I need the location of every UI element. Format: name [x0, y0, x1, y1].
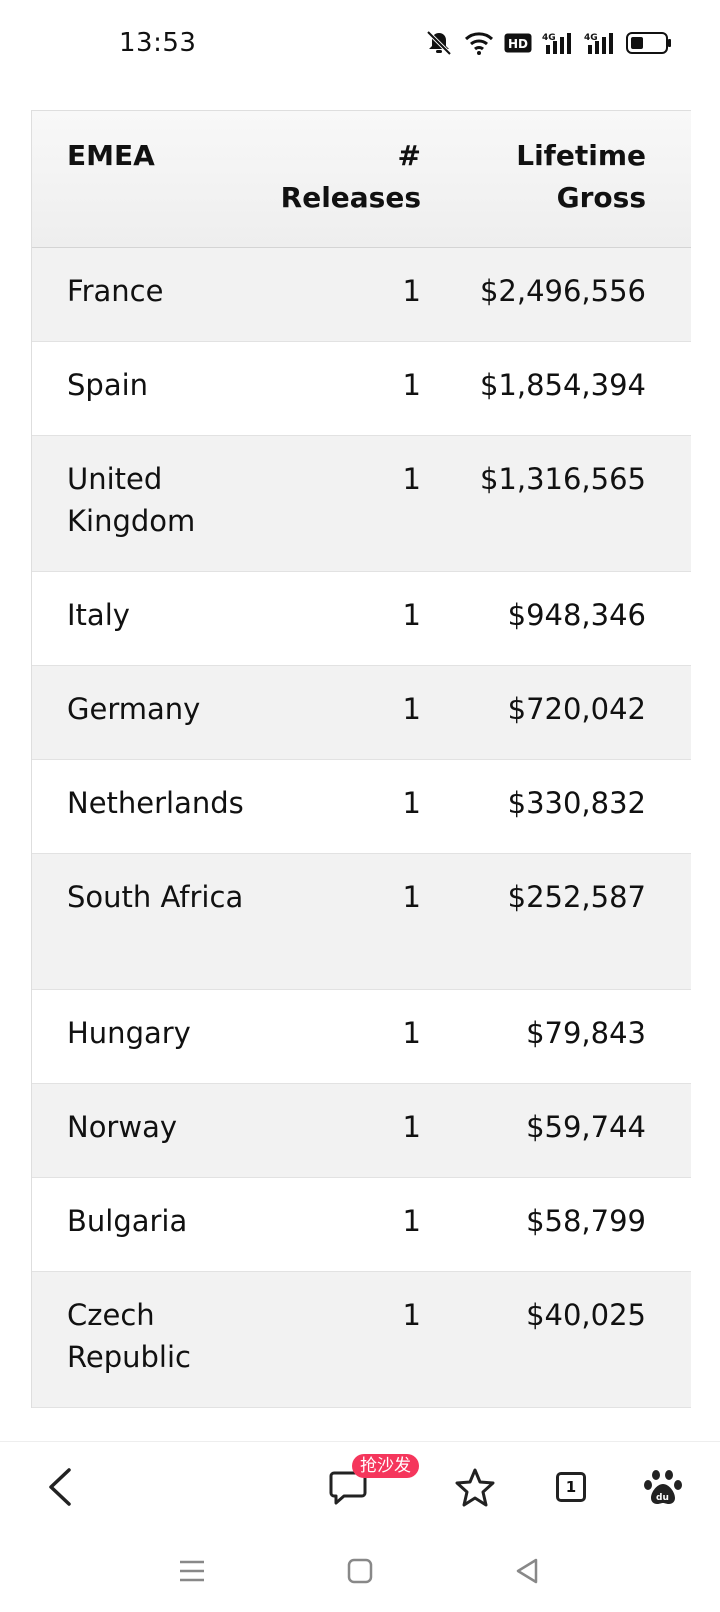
status-time: 13:53	[119, 28, 197, 58]
releases-cell: 1	[402, 368, 421, 402]
hamburger-icon	[180, 1560, 204, 1582]
gross-cell: $1,316,565	[479, 462, 646, 496]
country-cell[interactable]: Germany	[67, 692, 201, 726]
releases-cell: 1	[402, 880, 421, 914]
header-releases[interactable]: # Releases	[280, 139, 421, 214]
gross-cell: $330,832	[507, 786, 646, 820]
releases-cell: 1	[402, 598, 421, 632]
battery-icon	[626, 32, 672, 54]
tabs-button[interactable]: 1	[541, 1442, 601, 1532]
hd-label: HD	[508, 37, 528, 51]
country-cell[interactable]: South Africa	[67, 880, 244, 914]
gross-cell: $1,854,394	[479, 368, 646, 402]
back-nav-button[interactable]	[507, 1551, 547, 1591]
table-row: Spain 1 $1,854,394	[32, 342, 691, 436]
releases-cell: 1	[402, 1204, 421, 1238]
header-lifetime-gross[interactable]: Lifetime Gross	[516, 139, 646, 214]
gross-cell: $59,744	[526, 1110, 646, 1144]
table-row: Netherlands 1 $330,832	[32, 760, 691, 854]
country-cell[interactable]: Hungary	[67, 1016, 191, 1050]
table-row: Bulgaria 1 $58,799	[32, 1178, 691, 1272]
table-row: South Africa 1 $252,587	[32, 854, 691, 990]
table-row: United Kingdom 1 $1,316,565	[32, 436, 691, 572]
gross-cell: $40,025	[526, 1298, 646, 1332]
country-cell[interactable]: Italy	[67, 598, 130, 632]
country-cell[interactable]: Czech Republic	[67, 1298, 191, 1374]
home-button[interactable]	[340, 1551, 380, 1591]
net-label-2: 4G	[584, 33, 598, 43]
triangle-back-icon	[516, 1558, 538, 1584]
back-button[interactable]	[30, 1442, 90, 1532]
country-cell[interactable]: France	[67, 274, 164, 308]
table-row: France 1 $2,496,556	[32, 248, 691, 342]
country-cell[interactable]: Norway	[67, 1110, 178, 1144]
menu-button[interactable]	[172, 1551, 212, 1591]
releases-cell: 1	[402, 462, 421, 496]
header-region[interactable]: EMEA	[67, 139, 155, 172]
mute-bell-icon	[424, 30, 454, 56]
table-row: Czech Republic 1 $40,025	[32, 1272, 691, 1408]
star-icon	[455, 1468, 495, 1507]
table-row: Italy 1 $948,346	[32, 572, 691, 666]
country-cell[interactable]: Bulgaria	[67, 1204, 188, 1238]
status-bar: 13:53 HD 4G 4G	[0, 0, 720, 90]
gross-cell: $2,496,556	[479, 274, 646, 308]
status-icons: HD 4G 4G	[424, 30, 672, 56]
baidu-button[interactable]: du	[633, 1442, 693, 1532]
releases-cell: 1	[402, 1110, 421, 1144]
system-nav-bar	[0, 1531, 720, 1612]
favorite-button[interactable]	[445, 1442, 505, 1532]
releases-cell: 1	[402, 786, 421, 820]
gross-cell: $79,843	[526, 1016, 646, 1050]
comment-badge[interactable]: 抢沙发	[352, 1454, 419, 1478]
signal-4g-icon: 4G	[584, 31, 616, 55]
wifi-icon	[464, 31, 494, 55]
releases-cell: 1	[402, 1298, 421, 1332]
signal-4g-icon: 4G	[542, 31, 574, 55]
table-row: Norway 1 $59,744	[32, 1084, 691, 1178]
country-cell[interactable]: United Kingdom	[67, 462, 196, 538]
baidu-paw-icon: du	[644, 1470, 682, 1504]
gross-cell: $720,042	[507, 692, 646, 726]
hd-icon: HD	[504, 33, 532, 53]
svg-text:du: du	[656, 1493, 669, 1503]
gross-cell: $252,587	[507, 880, 646, 914]
gross-cell: $58,799	[526, 1204, 646, 1238]
chevron-left-icon	[49, 1468, 71, 1506]
country-cell[interactable]: Spain	[67, 368, 149, 402]
table-row: Germany 1 $720,042	[32, 666, 691, 760]
table-header-row: EMEA # Releases Lifetime Gross	[32, 111, 691, 248]
net-label-1: 4G	[542, 33, 556, 43]
releases-cell: 1	[402, 274, 421, 308]
gross-cell: $948,346	[507, 598, 646, 632]
emea-gross-table: EMEA # Releases Lifetime Gross France 1 …	[31, 110, 691, 1408]
table-row: Hungary 1 $79,843	[32, 990, 691, 1084]
releases-cell: 1	[402, 692, 421, 726]
releases-cell: 1	[402, 1016, 421, 1050]
square-home-icon	[347, 1558, 373, 1584]
country-cell[interactable]: Netherlands	[67, 786, 244, 820]
tab-count: 1	[556, 1472, 586, 1502]
